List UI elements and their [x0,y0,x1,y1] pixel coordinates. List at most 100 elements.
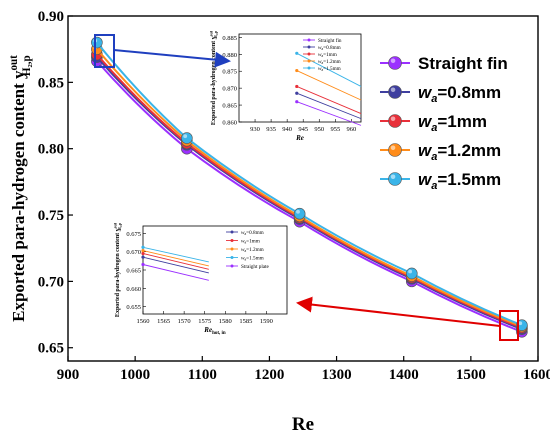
legend-label-1: wa=0.8mm [418,83,501,105]
inset-x-tick-label: 930 [250,126,260,133]
inset-y-tick-label: 0.860 [222,120,237,127]
data-point-s4-1 [181,132,193,144]
legend-marker-1-body [388,85,402,99]
inset-legend-label-1: wa=1mm [241,239,260,245]
data-point-s4-3-body [405,267,418,280]
data-point-s4-4-highlight [518,321,523,326]
x-tick-label: 1400 [389,367,419,383]
inset-series-line-4 [142,264,209,281]
inset-legend-marker-2 [307,52,311,56]
legend-marker-2-body [388,114,402,128]
y-axis-title: Exported para-hydrogen content youtH₂,p [8,55,33,322]
inset-legend-label-0: Straight fin [318,37,342,44]
x-tick-label: 1300 [322,367,352,383]
y-tick-label: 0.80 [38,142,64,158]
legend-marker-0-body [388,56,402,70]
legend-label-3: wa=1.2mm [418,141,501,163]
inset-point-0 [295,100,299,104]
y-tick-label: 0.90 [38,9,64,25]
data-point-s4-1-highlight [183,134,188,139]
inset-series-line-3 [296,70,362,101]
x-tick-label: 900 [57,367,80,383]
legend-label-4: wa=1.5mm [418,170,501,192]
inset-y-axis-title: Exported para-hydrogen content youtH₂,p [210,30,219,125]
inset-bottom: 1560 1565 1570 1575 1580 1585 1590 0.655 0.660 0.… [114,222,288,336]
inset-legend-label-4: Straight plate [241,264,270,270]
inset-y-tick-label: 0.880 [222,52,237,59]
inset-legend-marker-4 [307,66,311,70]
main-plot: 900 1000 1100 1200 1300 1400 1500 1600 0.65 0.70 0… [8,9,550,435]
legend-marker-4-body [388,172,402,186]
inset-y-tick-label: 0.665 [126,268,141,275]
x-tick-label: 1600 [523,367,550,383]
legend-label-2: wa=1mm [418,112,487,134]
data-point-s4-0 [91,36,103,49]
inset-point-4 [295,51,299,55]
inset-x-tick-label: 945 [298,126,308,133]
inset-point-2 [295,84,299,89]
legend-marker-2 [388,114,402,128]
inset-legend-label-2: wa=1.2mm [241,247,264,253]
inset-legend-label-2: wa=1mm [318,52,337,58]
inset-x-tick-label: 955 [330,126,340,133]
data-point-s4-2-body [293,207,306,220]
data-point-s4-2 [293,207,306,220]
inset-series-line-1 [296,92,362,120]
legend-marker-4 [388,172,402,186]
inset-x-axis-title: Rehot, in [203,326,226,336]
legend-marker-1-highlight [390,87,396,92]
inset-y-axis-title: Exported para-hydrogen content youtH₂,p [114,222,123,317]
data-point-s4-2-highlight [296,209,300,214]
inset-top: 930 935 940 945 950 955 960 0.860 0.865 0.870 0.87… [210,30,362,142]
legend-marker-3-body [388,143,402,157]
inset-series-line-3 [142,246,209,263]
inset-y-tick-label: 0.655 [126,304,141,311]
legend-marker-4-highlight [390,174,396,180]
inset-point-0 [141,255,145,259]
plot-frame [67,15,539,362]
arrow-bottom [296,296,501,327]
legend-marker-2-highlight [390,116,396,121]
inset-legend-marker-0 [307,38,311,42]
inset-point-1 [141,251,145,256]
legend-marker-1 [388,85,402,99]
legend-marker-3 [388,143,402,157]
inset-x-axis-title: Re [295,134,304,142]
inset-legend-marker-4 [230,264,234,268]
inset-x-tick-label: 1560 [137,318,150,325]
inset-legend-marker-0 [230,230,234,234]
legend-marker-3-highlight [390,145,396,151]
legend-marker-0-highlight [390,58,396,63]
x-tick-label: 1100 [188,367,217,383]
legend-label-0: Straight fin [418,54,508,73]
legend-marker-0 [388,56,402,70]
inset-x-tick-label: 960 [346,126,356,133]
inset-y-tick-label: 0.670 [126,249,141,256]
data-point-s4-3-highlight [408,269,413,274]
inset-legend-label-3: wa=1.5mm [241,256,264,262]
inset-series-line-1 [142,253,209,270]
inset-legend-label-1: wa=0.8mm [318,45,341,51]
inset-legend-label-4: wa=1.5mm [318,66,341,72]
inset-legend-label-3: wa=1.2mm [318,59,341,65]
inset-x-tick-label: 1580 [219,318,232,325]
inset-x-tick-label: 950 [314,126,324,133]
inset-x-tick-label: 935 [266,126,276,133]
inset-x-tick-label: 1585 [239,318,252,325]
inset-series-line-4 [296,52,362,87]
arrow-top [113,49,231,68]
inset-point-4 [141,262,145,267]
inset-point-3 [295,68,299,73]
y-tick-label: 0.85 [38,75,64,91]
inset-x-tick-label: 1565 [157,318,170,325]
inset-legend-marker-1 [307,45,311,49]
legend: Straight fin wa=0.8mm wa=1mm wa=1.2mm wa=1.5… [380,54,508,192]
data-point-s4-4 [516,319,528,331]
data-point-s4-3 [405,267,418,280]
inset-legend-marker-3 [307,59,311,63]
inset-series-line-2 [296,86,362,114]
inset-y-tick-label: 0.675 [126,231,141,238]
x-axis-title: Re [292,414,314,435]
inset-y-tick-label: 0.865 [222,103,237,110]
